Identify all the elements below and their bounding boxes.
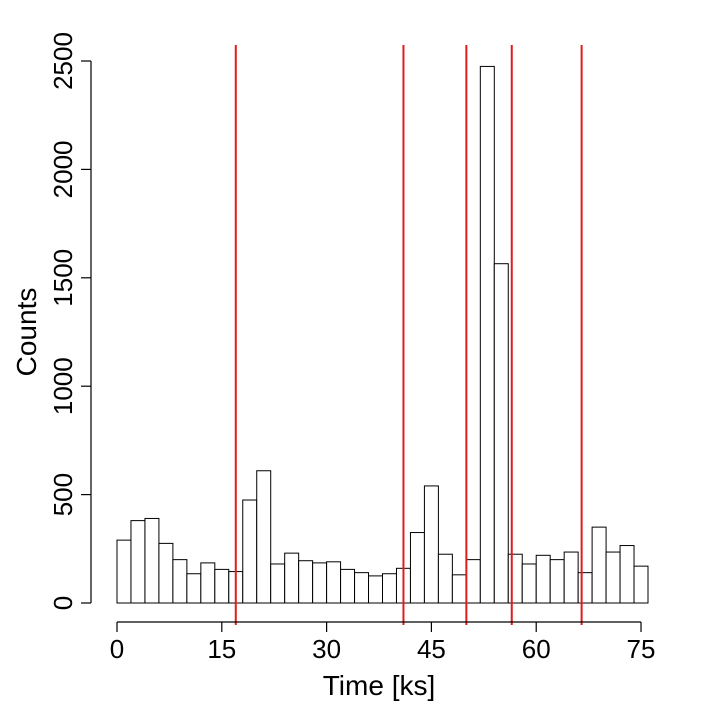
histogram-bar bbox=[465, 559, 481, 604]
histogram-bar bbox=[200, 562, 216, 604]
y-ticks: 0 500 1000 1500 2000 2500 bbox=[48, 32, 91, 610]
histogram-bar bbox=[633, 565, 649, 604]
histogram-bar bbox=[423, 485, 439, 604]
histogram-bar bbox=[284, 552, 300, 604]
histogram-bar bbox=[479, 65, 495, 604]
histogram-bar bbox=[186, 573, 202, 604]
histogram-bar bbox=[493, 263, 509, 604]
x-tick-label: 60 bbox=[522, 634, 551, 664]
y-axis-title: Counts bbox=[11, 288, 42, 377]
histogram-bar bbox=[591, 526, 607, 604]
x-tick-label: 0 bbox=[110, 634, 124, 664]
y-tick-label: 2500 bbox=[48, 32, 78, 90]
histogram-bar bbox=[298, 560, 314, 604]
histogram-bar bbox=[619, 545, 635, 604]
bars-group bbox=[116, 65, 649, 604]
x-tick-label: 15 bbox=[207, 634, 236, 664]
x-axis-title: Time [ks] bbox=[323, 670, 436, 701]
histogram-bar bbox=[437, 553, 453, 604]
histogram-bar bbox=[451, 574, 467, 604]
histogram-bar bbox=[326, 561, 342, 604]
histogram-bar bbox=[340, 568, 356, 604]
y-tick-label: 1000 bbox=[48, 357, 78, 415]
histogram-bar bbox=[563, 551, 579, 604]
histogram-bar bbox=[577, 572, 593, 604]
histogram-bar bbox=[354, 572, 370, 604]
axes-group: 0 15 30 45 60 75 0 500 1000 1500 2000 2500 bbox=[48, 32, 655, 664]
histogram-bar bbox=[605, 551, 621, 604]
histogram-bar bbox=[507, 553, 523, 604]
histogram-bar bbox=[116, 539, 132, 604]
histogram-bar bbox=[130, 520, 146, 604]
x-tick-label: 75 bbox=[627, 634, 656, 664]
histogram-bar bbox=[172, 559, 188, 604]
histogram-bar bbox=[242, 499, 258, 604]
y-tick-label: 2000 bbox=[48, 140, 78, 198]
x-ticks: 0 15 30 45 60 75 bbox=[110, 622, 656, 664]
histogram-bar bbox=[312, 562, 328, 604]
y-tick-label: 1500 bbox=[48, 249, 78, 307]
histogram-bar bbox=[270, 563, 286, 604]
x-tick-label: 30 bbox=[312, 634, 341, 664]
histogram-bar bbox=[549, 559, 565, 604]
histogram-bar bbox=[214, 568, 230, 604]
vertical-lines-group bbox=[234, 45, 583, 625]
histogram-bar bbox=[256, 470, 272, 604]
x-tick-label: 45 bbox=[417, 634, 446, 664]
histogram-bar bbox=[158, 542, 174, 604]
y-tick-label: 500 bbox=[48, 473, 78, 516]
histogram-bar bbox=[409, 532, 425, 604]
y-tick-label: 0 bbox=[48, 596, 78, 610]
histogram-bar bbox=[382, 573, 397, 604]
histogram-bar bbox=[368, 575, 383, 604]
histogram-bar bbox=[535, 554, 551, 604]
histogram-bar bbox=[144, 517, 160, 604]
histogram-bar bbox=[521, 563, 537, 604]
